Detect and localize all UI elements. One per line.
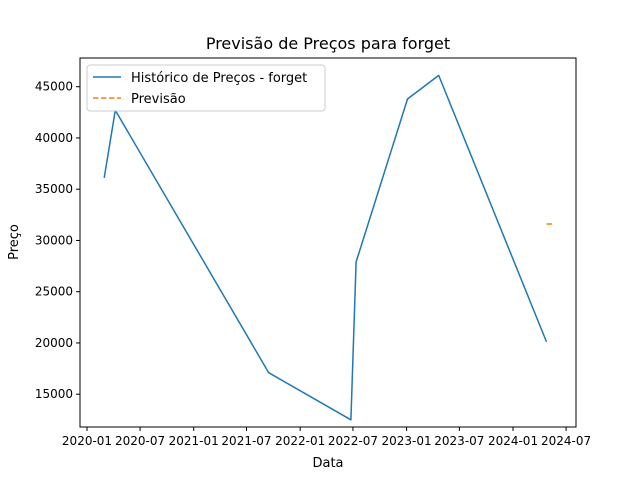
x-tick-label: 2023-07 (434, 434, 484, 448)
legend-label-historico: Histórico de Preços - forget (131, 71, 307, 86)
x-tick-label: 2020-07 (115, 434, 165, 448)
series-layer (103, 74, 553, 421)
x-tick-label: 2021-07 (221, 434, 271, 448)
series-line-historico (103, 74, 548, 421)
legend: Histórico de Preços - forget Previsão (86, 64, 326, 112)
y-tick-label: 20000 (35, 336, 73, 350)
plot-frame (79, 57, 577, 428)
y-tick-label: 35000 (35, 182, 73, 196)
x-tick-label: 2022-01 (275, 434, 325, 448)
y-tick-label: 25000 (35, 285, 73, 299)
y-axis-label: Preço (7, 224, 22, 260)
x-axis-label: Data (312, 456, 343, 471)
y-tick-label: 30000 (35, 233, 73, 247)
x-tick-label: 2024-07 (541, 434, 591, 448)
y-tick-label: 40000 (35, 131, 73, 145)
y-tick-label: 15000 (35, 387, 73, 401)
legend-label-previsao: Previsão (131, 92, 186, 107)
x-tick-label: 2023-01 (382, 434, 432, 448)
x-tick-label: 2022-07 (328, 434, 378, 448)
x-axis-ticks: 2020-01 2020-07 2021-01 2021-07 2022-01 2022-… (62, 427, 591, 448)
legend-box (86, 64, 326, 112)
x-tick-label: 2020-01 (62, 434, 112, 448)
y-tick-label: 45000 (35, 80, 73, 94)
x-tick-label: 2021-01 (169, 434, 219, 448)
y-axis-ticks: 15000 20000 25000 30000 35000 40000 45000 (35, 80, 80, 401)
chart-title: Previsão de Preços para forget (206, 34, 450, 53)
x-tick-label: 2024-01 (488, 434, 538, 448)
